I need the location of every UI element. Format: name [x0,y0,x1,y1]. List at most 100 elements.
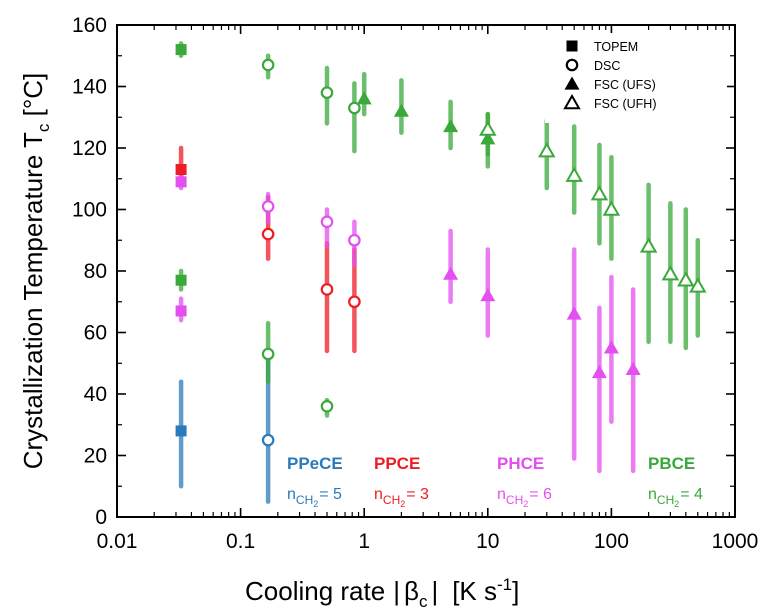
n-subscript: CH [296,493,313,507]
data-point-pbce [480,131,496,145]
data-point-phce [320,215,334,229]
y-tick-label: 60 [84,322,107,345]
x-title-unit-end: ] [512,576,519,606]
data-point-phce [625,361,641,376]
x-axis-title: Cooling rate | βc | [K s-1] [245,575,519,611]
data-point-pbce [261,58,275,72]
data-point-pbce [689,277,707,293]
n-value: = 5 [319,486,342,503]
x-title-main: Cooling rate [245,576,385,606]
data-point-pbce [565,166,583,182]
axes-layer: 0.01 0.1 1 10 100 1000 0 20 40 60 80 100 120 140 160 [72,14,758,553]
data-point-pbce [348,101,361,115]
data-point-ppce [348,295,361,309]
legend-label: TOPEM [594,40,638,54]
data-point-ppce [175,164,187,176]
data-point-phce [603,340,619,354]
x-tick-label: 10 [476,530,499,553]
data-point-pbce [479,120,497,136]
x-tick-label: 0.01 [97,530,138,553]
y-tick-label: 160 [72,14,107,37]
data-point-pbce [538,142,556,158]
data-point-phce [591,364,607,379]
series-n-label-ppece: nCH2= 5 [287,486,342,509]
axis-titles: Crystallization Temperature Tc [°C]Cooli… [18,73,519,611]
data-point-ppece [175,425,187,437]
legend-marker [563,93,581,110]
y-title-sub: c [34,123,53,132]
x-tick-label: 1000 [712,530,759,553]
x-title-unit-sup: -1 [497,575,512,594]
data-point-pbce [261,347,275,361]
series-name-ppece: PPeCE [287,454,343,473]
n-value: = 6 [529,486,552,503]
y-title-main: Crystallization Temperature T [18,132,48,469]
n-subscript: CH [657,493,674,507]
data-point-pbce [602,200,621,216]
n-subscript: CH [506,493,523,507]
series-name-phce: PHCE [497,454,544,473]
data-point-phce [175,176,187,188]
x-title-bar-left: | [393,576,400,606]
y-tick-label: 0 [95,506,107,529]
data-point-pbce [590,185,609,201]
n-symbol: n [287,486,296,503]
data-point-pbce [443,118,459,133]
data-point-pbce [175,44,187,56]
y-tick-label: 140 [72,76,107,99]
data-point-pbce [356,91,372,105]
data-point-ppce [261,227,275,241]
data-point-phce [566,306,582,320]
x-tick-label: 100 [594,530,629,553]
data-point-ppce [320,283,334,296]
x-title-beta: β [404,576,419,606]
n-subscript-2: 2 [400,499,405,509]
x-title-unit: [K s [452,576,497,606]
data-point-pbce [661,265,680,281]
data-point-pbce [320,399,334,413]
series-name-pbce: PBCE [648,454,695,473]
data-point-pbce [393,103,409,117]
data-point-phce [261,200,275,213]
n-subscript: CH [383,493,400,507]
data-point-phce [443,266,459,280]
data-point-pbce [639,237,658,253]
y-axis-title: Crystallization Temperature Tc [°C] [18,73,53,470]
legend-marker [565,58,579,72]
data-point-pbce [320,86,334,99]
y-tick-label: 100 [72,199,107,222]
data-points-layer [175,44,707,447]
data-point-phce [175,305,187,317]
n-symbol: n [497,486,506,503]
n-value: = 4 [680,486,703,503]
data-point-pbce [677,271,695,287]
n-subscript-2: 2 [523,499,528,509]
n-symbol: n [374,486,383,503]
y-tick-label: 20 [84,445,107,468]
legend-label: FSC (UFH) [594,97,657,111]
data-point-pbce [175,274,187,286]
series-n-label-phce: nCH2= 6 [497,486,552,509]
data-point-phce [348,233,361,247]
n-subscript-2: 2 [313,499,318,509]
legend-label: FSC (UFS) [594,78,656,92]
series-n-label-ppce: nCH2= 3 [374,486,429,509]
series-name-ppce: PPCE [374,454,420,473]
x-tick-label: 1 [358,530,370,553]
legend: TOPEM DSC FSC (UFS) FSC (UFH) [545,33,727,123]
legend-marker [564,76,580,90]
y-title-unit: [°C] [18,73,48,124]
x-title-bar-right: | [431,576,438,606]
x-tick-label: 0.1 [226,530,255,553]
data-point-ppece [261,433,275,447]
series-n-label-pbce: nCH2= 4 [648,486,703,509]
y-tick-label: 80 [84,260,107,283]
n-subscript-2: 2 [674,499,679,509]
y-tick-label: 40 [84,383,107,406]
data-point-phce [480,288,496,302]
y-tick-label: 120 [72,137,107,160]
x-title-beta-sub: c [419,592,428,611]
n-symbol: n [648,486,657,503]
